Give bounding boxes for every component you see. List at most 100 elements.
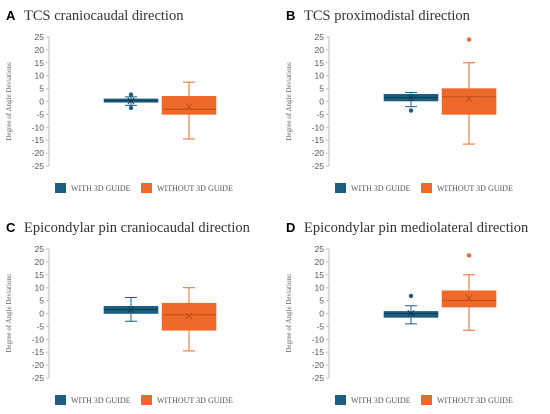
panel-b: B TCS proximodistal direction 25 20 15 10 5 0 -5…: [285, 8, 513, 193]
outlier-point: [466, 253, 472, 258]
y-tick-label: -20: [32, 360, 45, 370]
legend-label-without: WITHOUT 3D GUIDE: [437, 396, 513, 405]
y-axis-label: Degree of Angle Deviations: [5, 62, 13, 141]
y-tick-label: 10: [35, 71, 45, 81]
legend: WITH 3D GUIDE WITHOUT 3D GUIDE: [55, 183, 233, 193]
y-tick-label: -10: [32, 334, 45, 344]
y-axis-label: Degree of Angle Deviations: [285, 274, 293, 353]
y-tick-label: 5: [319, 84, 324, 94]
iqr-box: [441, 88, 497, 115]
y-tick-label: -20: [32, 148, 45, 158]
y-tick-label: -5: [36, 321, 44, 331]
y-tick-label: -25: [32, 373, 45, 383]
panel-title: TCS craniocaudal direction: [24, 8, 184, 24]
legend-swatch-without: [421, 183, 432, 193]
y-tick-label: -15: [32, 347, 45, 357]
outlier-point: [466, 37, 472, 42]
legend-label-with: WITH 3D GUIDE: [71, 184, 131, 193]
mean-marker: [407, 309, 415, 318]
panel-c: C Epicondylar pin craniocaudal direction 2…: [5, 220, 251, 405]
legend: WITH 3D GUIDE WITHOUT 3D GUIDE: [335, 395, 513, 405]
legend-swatch-with: [335, 183, 346, 193]
panel-letter: C: [6, 220, 16, 235]
y-tick-label: -5: [36, 109, 44, 119]
mean-marker: [185, 312, 193, 320]
mean-marker: [127, 306, 135, 314]
y-tick-label: 10: [35, 283, 45, 293]
y-tick-label: 0: [319, 309, 324, 319]
y-tick-label: 5: [39, 296, 44, 306]
y-tick-label: 20: [315, 45, 325, 55]
y-tick-label: -10: [32, 122, 45, 132]
y-tick-label: 5: [39, 84, 44, 94]
y-tick-label: 15: [315, 58, 325, 68]
y-tick-label: -10: [312, 122, 325, 132]
y-tick-label: -15: [312, 347, 325, 357]
y-tick-label: 5: [319, 296, 324, 306]
legend-swatch-without: [421, 395, 432, 405]
mean-marker: [185, 103, 193, 111]
y-tick-label: 0: [39, 309, 44, 319]
y-tick-label: 10: [315, 283, 325, 293]
legend-label-with: WITH 3D GUIDE: [351, 184, 411, 193]
legend-swatch-with: [55, 395, 66, 405]
box-without-guide: [441, 253, 497, 331]
panel-d: D Epicondylar pin mediolateral direction 2…: [285, 220, 529, 405]
iqr-box: [383, 311, 439, 318]
panel-title: Epicondylar pin craniocaudal direction: [24, 220, 251, 236]
y-tick-label: 0: [319, 97, 324, 107]
legend-label-without: WITHOUT 3D GUIDE: [157, 396, 233, 405]
y-tick-label: -15: [32, 135, 45, 145]
y-tick-label: -5: [316, 321, 324, 331]
mean-marker: [407, 94, 415, 102]
panel-title: Epicondylar pin mediolateral direction: [304, 220, 529, 236]
y-tick-label: -10: [312, 334, 325, 344]
outlier-point: [408, 293, 414, 299]
y-tick-label: 25: [35, 244, 45, 254]
y-tick-label: 10: [315, 71, 325, 81]
y-tick-label: -5: [316, 109, 324, 119]
legend-swatch-with: [335, 395, 346, 405]
legend-swatch-without: [141, 183, 152, 193]
y-tick-label: -15: [312, 135, 325, 145]
box-without-guide: [441, 37, 497, 145]
panel-letter: B: [286, 8, 295, 23]
y-tick-label: 25: [35, 32, 45, 42]
y-tick-label: -25: [312, 161, 325, 171]
y-tick-label: 20: [35, 45, 45, 55]
outlier-point: [408, 108, 414, 113]
y-tick-label: -20: [312, 148, 325, 158]
mean-marker: [127, 97, 135, 105]
outlier-point: [128, 105, 134, 111]
legend: WITH 3D GUIDE WITHOUT 3D GUIDE: [55, 395, 233, 405]
box-without-guide: [161, 287, 217, 352]
box-with-guide: [383, 293, 439, 325]
legend-label-with: WITH 3D GUIDE: [351, 396, 411, 405]
iqr-box: [161, 302, 217, 331]
box-with-guide: [103, 92, 159, 111]
legend: WITH 3D GUIDE WITHOUT 3D GUIDE: [335, 183, 513, 193]
y-tick-label: 0: [39, 97, 44, 107]
legend-label-without: WITHOUT 3D GUIDE: [437, 184, 513, 193]
legend-swatch-without: [141, 395, 152, 405]
mean-marker: [465, 95, 473, 103]
legend-label-without: WITHOUT 3D GUIDE: [157, 184, 233, 193]
y-tick-label: 20: [315, 257, 325, 267]
panel-letter: A: [6, 8, 16, 23]
y-axis-label: Degree of Angle Deviations: [5, 274, 13, 353]
legend-swatch-with: [55, 183, 66, 193]
box-with-guide: [103, 297, 159, 322]
y-tick-label: -25: [312, 373, 325, 383]
outlier-point: [128, 92, 134, 97]
y-tick-label: 25: [315, 32, 325, 42]
box-without-guide: [161, 81, 217, 140]
mean-marker: [465, 294, 473, 302]
panel-title: TCS proximodistal direction: [304, 8, 471, 24]
y-axis-label: Degree of Angle Deviations: [285, 62, 293, 141]
y-tick-label: 25: [315, 244, 325, 254]
iqr-box: [161, 96, 217, 115]
y-tick-label: -20: [312, 360, 325, 370]
box-with-guide: [383, 91, 439, 113]
y-tick-label: 15: [35, 270, 45, 280]
